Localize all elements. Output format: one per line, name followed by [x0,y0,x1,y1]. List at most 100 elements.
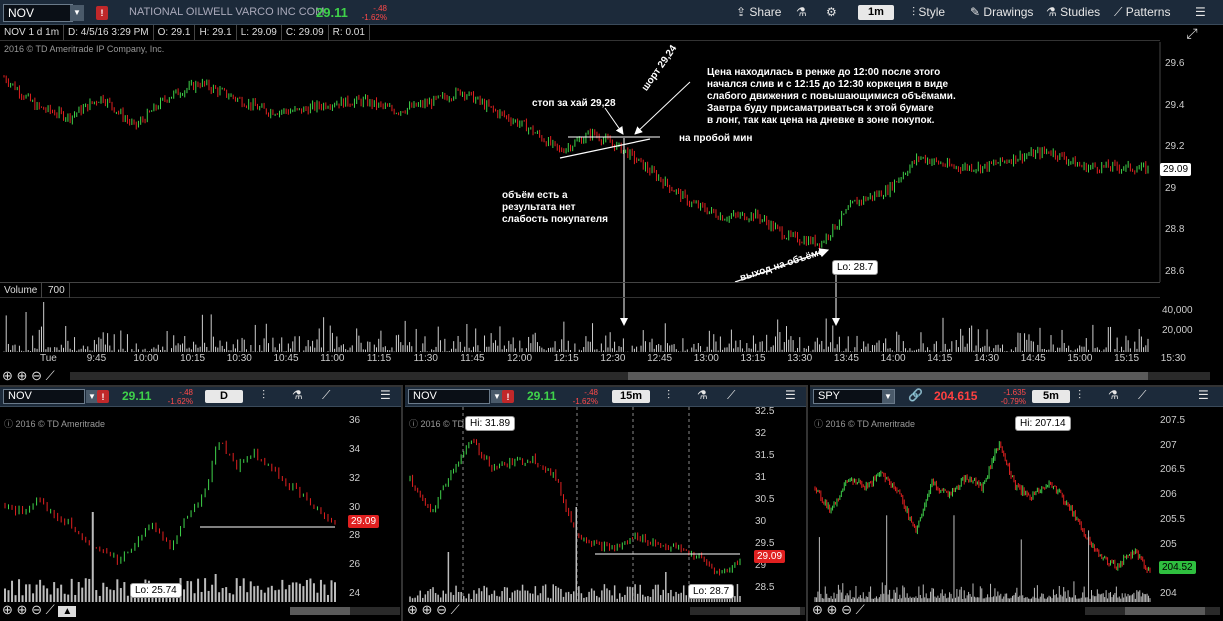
daily-price-axis[interactable]: 36 34 32 30 28 26 24 [346,407,401,602]
m15-zoom-out-icon[interactable]: ⊖ [436,602,447,617]
m15-price: 29.11 [527,389,557,403]
vol-axis-40k: 40,000 [1162,305,1193,316]
daily-chart[interactable] [0,407,345,602]
spy-price-tag: 204.52 [1159,561,1196,574]
daily-pan-icon[interactable]: ⊕ [2,602,13,617]
chart-expand-icon[interactable]: ⤢ [1186,25,1198,41]
spy-draw-icon[interactable]: ⟋ [855,602,865,617]
spy-zoom-in-icon[interactable]: ⊕ [826,602,838,617]
time-tick-label: 14:00 [880,353,906,364]
daily-timeframe-button[interactable]: D [205,390,243,403]
draw-line-icon[interactable]: ⟋ [45,368,55,383]
spy-symbol-input[interactable]: SPY [813,389,895,404]
time-tick-label: 11:45 [460,353,485,364]
flask-button[interactable]: ⚗ [796,0,807,24]
symbol-input[interactable]: NOV [3,4,73,22]
m15-patterns-icon[interactable]: ⟋ [727,388,736,402]
spy-scrollbar[interactable] [1085,607,1220,615]
current-price-tag: 29.09 [1160,163,1192,176]
main-copyright: 2016 © TD Ameritrade IP Company, Inc. [4,44,165,54]
m15-chart[interactable] [405,407,750,602]
main-price-tick-label: 28.6 [1165,266,1185,277]
patterns-button[interactable]: ⟋ Patterns [1114,5,1171,19]
zoom-out-icon[interactable]: ⊖ [31,368,42,383]
time-tick-label: 13:15 [740,353,766,364]
daily-zoom-out-icon[interactable]: ⊖ [31,602,42,617]
style-button[interactable]: ⫶ Style [912,5,946,19]
daily-alert-icon[interactable]: ! [97,390,109,403]
main-scrollbar[interactable] [70,372,1210,380]
daily-draw-icon[interactable]: ⟋ [45,602,55,617]
main-price-chart[interactable] [0,42,1223,282]
main-scroll-thumb[interactable] [628,372,1148,380]
daily-menu-icon[interactable]: ☰ [380,388,391,402]
spy-price-tick-label: 207.5 [1160,415,1186,426]
m15-price-tick-label: 31.5 [755,450,775,461]
spy-timeframe-button[interactable]: 5m [1032,390,1070,403]
change-value: -.48 [373,4,387,13]
m15-price-axis[interactable]: 32.5 32 31.5 31 30.5 30 29.5 29 28.5 [752,406,806,602]
daily-zoom-in-icon[interactable]: ⊕ [16,602,28,617]
daily-dropdown-icon[interactable]: ▼ [86,390,98,403]
daily-patterns-icon[interactable]: ⟋ [322,388,331,402]
price-change: -.48 -1.62% [357,4,387,22]
volume-chart[interactable] [0,298,1160,352]
daily-scroll-thumb[interactable] [290,607,350,615]
daily-collapse-icon[interactable]: ▲ [58,606,77,617]
m15-style-icon[interactable]: ⫶ [667,388,671,402]
m15-dropdown-icon[interactable]: ▼ [491,390,503,403]
m15-scrollbar[interactable] [690,607,805,615]
panel-spy-header: SPY ▼ 🔗 204.615 -1.635 -0.79% 5m ⫶ ⚗ ⟋ ☰ [810,387,1223,407]
m15-timeframe-button[interactable]: 15m [612,390,650,403]
candle-icon: ⫶ [912,5,916,19]
daily-symbol-input[interactable]: NOV [3,389,85,404]
time-tick-label: 12:00 [507,353,533,364]
m15-pan-icon[interactable]: ⊕ [407,602,418,617]
spy-chart[interactable] [810,407,1155,602]
m15-alert-icon[interactable]: ! [502,390,514,403]
gear-icon: ⚙ [826,5,837,19]
spy-dropdown-icon[interactable]: ▼ [882,390,894,403]
m15-symbol-input[interactable]: NOV [408,389,490,404]
symbol-value: NOV [8,6,35,20]
symbol-dropdown-icon[interactable]: ▼ [70,5,84,21]
spy-style-icon[interactable]: ⫶ [1078,388,1082,402]
spy-scroll-thumb[interactable] [1125,607,1205,615]
time-tick-label: 10:45 [273,353,299,364]
m15-zoom-in-icon[interactable]: ⊕ [421,602,433,617]
m15-scroll-thumb[interactable] [730,607,800,615]
spy-price-tick-label: 205 [1160,538,1177,550]
daily-scrollbar[interactable] [290,607,400,615]
share-button[interactable]: ⇪ Share [736,5,782,19]
volume-note-annotation: объём есть а результата нет слабость пок… [502,190,608,225]
time-tick-label: 15:00 [1067,353,1093,364]
daily-price-tick-label: 30 [349,501,361,513]
m15-menu-icon[interactable]: ☰ [785,388,796,402]
drawings-button[interactable]: ✎ Drawings [970,5,1034,19]
m15-zoom-tools: ⊕ ⊕ ⊖ ⟋ [407,602,460,618]
daily-price-tick-label: 34 [349,443,361,455]
main-price-tick-label: 29 [1165,182,1177,194]
time-tick-label: 11:30 [413,353,438,364]
studies-button[interactable]: ⚗ Studies [1046,5,1101,19]
settings-button[interactable]: ⚙ [826,0,837,24]
main-price-axis[interactable]: 29.6 29.4 29.2 29 28.8 28.6 [1162,42,1222,282]
time-tick-label: 13:30 [787,353,813,364]
main-price-tick-label: 29.2 [1165,141,1185,153]
menu-button[interactable]: ☰ [1195,0,1206,24]
spy-flask-icon[interactable]: ⚗ [1108,388,1119,402]
daily-flask-icon[interactable]: ⚗ [292,388,303,402]
daily-style-icon[interactable]: ⫶ [262,388,266,402]
m15-flask-icon[interactable]: ⚗ [697,388,708,402]
zoom-in-icon[interactable]: ⊕ [16,368,28,383]
spy-zoom-out-icon[interactable]: ⊖ [841,602,852,617]
spy-patterns-icon[interactable]: ⟋ [1138,388,1147,402]
spy-link-icon[interactable]: 🔗 [908,388,923,402]
spy-zoom-tools: ⊕ ⊕ ⊖ ⟋ [812,602,865,618]
spy-pan-icon[interactable]: ⊕ [812,602,823,617]
spy-menu-icon[interactable]: ☰ [1198,388,1209,402]
pan-icon[interactable]: ⊕ [2,368,13,383]
alert-badge-icon[interactable]: ! [96,6,108,20]
timeframe-button[interactable]: 1m [858,5,894,20]
m15-draw-icon[interactable]: ⟋ [450,602,460,617]
